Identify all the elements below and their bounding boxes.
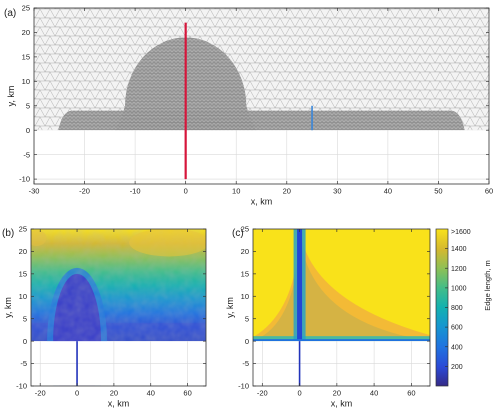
panel-label: (a) xyxy=(4,8,16,19)
y-tick-label: 0 xyxy=(26,126,30,135)
y-tick-label: 20 xyxy=(19,247,27,256)
y-tick-label: -5 xyxy=(20,359,27,368)
field-group xyxy=(253,229,430,386)
colorbar: 200 400 600 800 1000 1200 1400 >1600 Edge length… xyxy=(435,228,492,387)
y-tick-label: 10 xyxy=(241,292,249,301)
x-tick-label: 20 xyxy=(110,389,118,398)
panel-c: (c) -20 0 20 40 60 -10 -5 0 5 10 15 20 25 x, km y, km 20… xyxy=(225,225,492,409)
y-tick-label: -10 xyxy=(16,382,27,391)
field-fan-left-inner xyxy=(255,229,300,342)
x-tick-label: 0 xyxy=(184,187,188,196)
y-tick-label: 5 xyxy=(245,314,249,323)
y-tick-label: 0 xyxy=(245,337,249,346)
y-axis-label: y, km xyxy=(225,297,235,318)
y-tick-label: 10 xyxy=(22,77,30,86)
y-axis-label: y, km xyxy=(6,86,16,107)
y-tick-label: -10 xyxy=(19,175,30,184)
y-tick-label: 25 xyxy=(22,4,30,13)
y-tick-label: 5 xyxy=(23,314,27,323)
y-tick-label: 15 xyxy=(19,269,27,278)
x-tick-label: 60 xyxy=(183,389,191,398)
y-tick-label: 0 xyxy=(23,337,27,346)
panel-b: (b) -20 0 20 40 60 -10 -5 0 5 10 15 20 25 x, km y, km xyxy=(2,225,207,409)
field-surface-core xyxy=(253,339,430,342)
panel-a: (a) -30 -20 -10 0 10 20 30 40 50 60 -10 -5 0 5 10 15 20 25… xyxy=(4,4,493,207)
y-tick-label: 10 xyxy=(19,292,27,301)
colorbar-top-label: >1600 xyxy=(451,229,471,236)
field-patch xyxy=(129,229,206,257)
y-axis-label: y, km xyxy=(3,297,13,318)
mesh-group xyxy=(34,8,489,184)
empty-region xyxy=(34,130,489,184)
x-tick-label: -30 xyxy=(29,187,40,196)
x-tick-label: 20 xyxy=(333,389,341,398)
plot-frame xyxy=(252,228,431,387)
colorbar-tick-label: 800 xyxy=(451,305,463,312)
y-tick-label: 20 xyxy=(241,247,249,256)
field-surface-band xyxy=(253,336,430,342)
x-tick-label: 40 xyxy=(384,187,392,196)
x-tick-label: 30 xyxy=(333,187,341,196)
colorbar-label: Edge length, m xyxy=(483,260,492,310)
x-axis-label: x, km xyxy=(251,197,273,207)
field-patch xyxy=(31,229,47,246)
coarse-mesh xyxy=(34,8,489,131)
x-tick-label: 60 xyxy=(485,187,493,196)
colorbar-tick-label: 600 xyxy=(451,325,463,332)
x-tick-label: 40 xyxy=(370,389,378,398)
y-tick-label: 15 xyxy=(241,269,249,278)
x-tick-label: 0 xyxy=(297,389,301,398)
x-tick-label: -20 xyxy=(79,187,90,196)
y-tick-label: 15 xyxy=(22,53,30,62)
panel-label: (b) xyxy=(2,228,14,239)
x-tick-label: 40 xyxy=(147,389,155,398)
y-tick-label: 5 xyxy=(26,101,30,110)
x-tick-label: -20 xyxy=(257,389,268,398)
colorbar-tick-label: 1200 xyxy=(451,266,467,273)
y-tick-label: -5 xyxy=(242,359,249,368)
x-axis-label: x, km xyxy=(331,399,353,409)
colorbar-tick-label: 1400 xyxy=(451,246,467,253)
colorbar-tick-label: 200 xyxy=(451,364,463,371)
x-tick-label: -10 xyxy=(130,187,141,196)
x-tick-label: -20 xyxy=(35,389,46,398)
y-tick-label: 25 xyxy=(241,225,249,234)
x-tick-label: 0 xyxy=(75,389,79,398)
x-tick-label: 20 xyxy=(283,187,291,196)
panel-label: (c) xyxy=(232,228,244,239)
x-axis-label: x, km xyxy=(108,399,130,409)
y-tick-label: 20 xyxy=(22,28,30,37)
field-column-core xyxy=(297,229,303,342)
x-tick-label: 60 xyxy=(407,389,415,398)
colorbar-tick-label: 400 xyxy=(451,344,463,351)
x-tick-label: 10 xyxy=(232,187,240,196)
field-fan-right-inner xyxy=(299,229,424,342)
plot-frame xyxy=(30,228,207,387)
y-tick-label: 25 xyxy=(19,225,27,234)
y-tick-label: -5 xyxy=(23,150,30,159)
x-tick-label: 50 xyxy=(434,187,442,196)
plot-frame xyxy=(33,7,490,185)
colorbar-tick-label: 1000 xyxy=(451,285,467,292)
y-tick-label: -10 xyxy=(238,382,249,391)
field-group xyxy=(31,229,206,386)
